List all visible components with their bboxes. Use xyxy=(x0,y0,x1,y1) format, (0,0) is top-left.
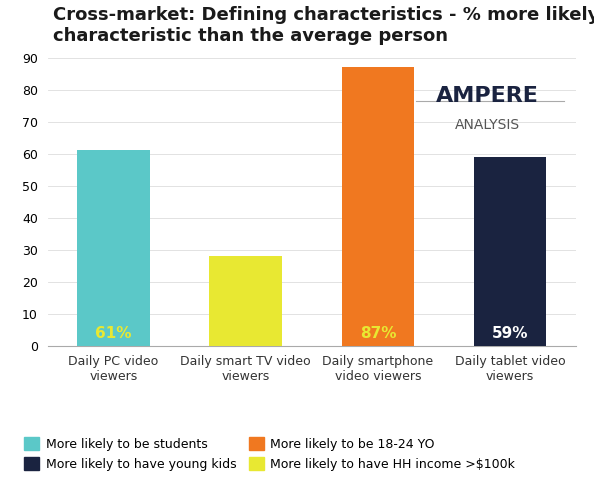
Text: 87%: 87% xyxy=(360,326,396,341)
Bar xyxy=(342,67,414,346)
Bar xyxy=(77,150,150,346)
Text: Cross-market: Defining characteristics - % more likely to have
characteristic th: Cross-market: Defining characteristics -… xyxy=(53,6,594,45)
Bar xyxy=(474,157,546,346)
Text: ANALYSIS: ANALYSIS xyxy=(454,118,520,132)
Text: 59%: 59% xyxy=(492,326,528,341)
Text: 61%: 61% xyxy=(96,326,132,341)
Legend: More likely to be students, More likely to have young kids, More likely to be 18: More likely to be students, More likely … xyxy=(20,432,520,476)
Bar xyxy=(210,256,282,346)
Text: AMPERE: AMPERE xyxy=(435,86,539,106)
Text: 28%: 28% xyxy=(228,326,264,341)
